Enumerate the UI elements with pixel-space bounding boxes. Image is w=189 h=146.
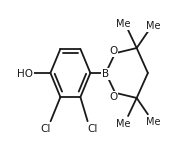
Text: Me: Me: [146, 117, 160, 127]
Text: Me: Me: [116, 119, 131, 129]
Text: O: O: [109, 46, 117, 56]
Text: Me: Me: [146, 21, 160, 31]
Text: Me: Me: [116, 19, 131, 29]
Text: Cl: Cl: [41, 124, 51, 134]
Text: HO: HO: [17, 69, 33, 79]
Text: Cl: Cl: [87, 124, 98, 134]
Text: O: O: [109, 92, 117, 102]
Text: B: B: [102, 69, 109, 79]
